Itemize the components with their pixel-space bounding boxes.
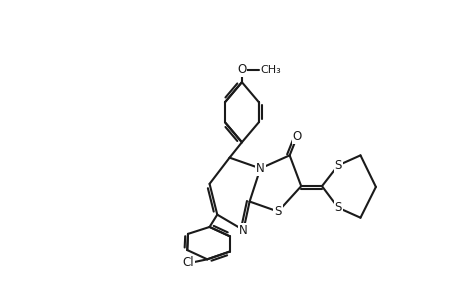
Text: S: S [274,205,281,218]
Text: Cl: Cl [182,256,193,269]
Text: N: N [256,162,264,175]
Text: CH₃: CH₃ [260,65,280,75]
Text: O: O [292,130,301,142]
Text: S: S [334,159,341,172]
Text: O: O [237,63,246,76]
Text: N: N [239,224,247,236]
Text: S: S [334,201,341,214]
